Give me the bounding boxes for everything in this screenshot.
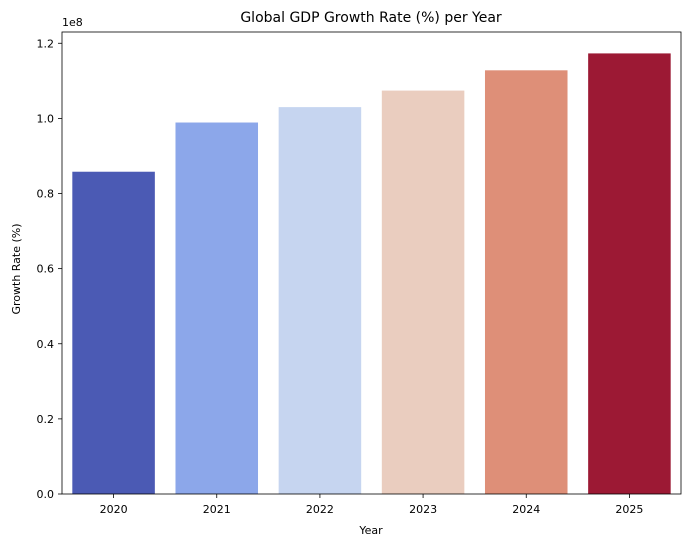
- bar-2020: [72, 171, 155, 495]
- x-axis-label: Year: [358, 524, 383, 537]
- x-tick-label: 2024: [512, 503, 540, 516]
- bar-2021: [175, 122, 259, 495]
- y-tick-label: 1.0: [37, 112, 55, 125]
- chart-title: Global GDP Growth Rate (%) per Year: [240, 10, 502, 26]
- y-tick-label: 1.2: [37, 37, 55, 50]
- y-axis-label: Growth Rate (%): [10, 223, 23, 314]
- bar-2022: [278, 107, 362, 494]
- y-tick-label: 0.4: [37, 338, 55, 351]
- x-tick-label: 2025: [615, 503, 643, 516]
- x-tick-label: 2023: [409, 503, 437, 516]
- bar-2024: [484, 70, 568, 494]
- x-tick-label: 2022: [306, 503, 334, 516]
- x-tick-label: 2021: [203, 503, 231, 516]
- bars-group: [72, 53, 671, 495]
- y-tick-label: 0.8: [37, 188, 55, 201]
- bar-2023: [381, 90, 465, 494]
- y-tick-label: 0.6: [37, 263, 55, 276]
- y-axis-ticks: 0.0 0.2 0.4 0.6 0.8 1.0 1.2: [37, 37, 62, 501]
- bar-2025: [588, 53, 671, 494]
- plot-frame: [61, 31, 682, 495]
- x-axis-ticks: 2020 2021 2022 2023 2024 2025: [100, 494, 643, 516]
- y-tick-label: 0.2: [37, 413, 55, 426]
- x-tick-label: 2020: [100, 503, 128, 516]
- y-tick-label: 0.0: [37, 488, 55, 501]
- y-axis-offset-label: 1e8: [62, 16, 83, 29]
